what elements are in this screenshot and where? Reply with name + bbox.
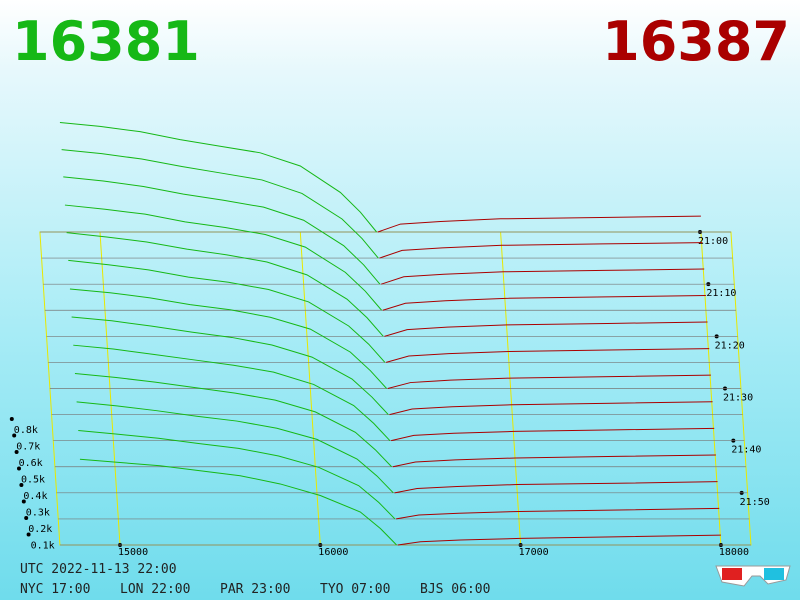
time-label: 21:10 (706, 288, 736, 299)
y-tick-dot (17, 466, 21, 471)
x-tick-label: 16000 (318, 547, 348, 558)
bid-depth-line (76, 401, 394, 494)
y-tick-dot (21, 499, 26, 504)
ask-depth-line (382, 295, 706, 311)
ask-depth-line (379, 242, 703, 259)
ask-depth-line (384, 321, 708, 337)
bid-price: 16381 (12, 10, 200, 73)
x-tick-label: 18000 (719, 547, 749, 558)
bid-depth-line (59, 121, 378, 233)
y-tick-dot (9, 417, 14, 421)
time-label: 21:30 (723, 393, 753, 404)
time-label: 21:50 (740, 497, 770, 508)
ask-depth-line (391, 427, 715, 442)
ask-price: 16387 (602, 10, 790, 73)
bid-depth-line (71, 316, 389, 415)
ask-depth-line (387, 374, 711, 389)
y-tick-label: 0.8k (14, 425, 38, 436)
ask-depth-line (377, 215, 701, 233)
bid-depth-line (63, 176, 381, 285)
y-tick-label: 0.7k (16, 442, 40, 453)
ask-depth-line (396, 507, 720, 520)
y-tick-label: 0.4k (23, 491, 47, 502)
bid-depth-line (69, 288, 387, 389)
glasses-icon (715, 565, 791, 587)
y-tick-label: 0.6k (19, 458, 43, 469)
timestamp: UTC 2022-11-13 22:00 (20, 562, 177, 577)
y-tick-dot (24, 516, 29, 520)
bid-depth-line (64, 204, 382, 311)
clock: NYC 17:00 (20, 582, 90, 597)
bid-depth-line (79, 458, 397, 546)
ask-depth-line (397, 534, 721, 546)
ask-depth-line (386, 348, 710, 363)
y-tick-label: 0.3k (26, 508, 50, 519)
time-label: 21:40 (731, 445, 761, 456)
ask-depth-line (389, 401, 713, 416)
bid-depth-line (66, 232, 384, 337)
ask-depth-line (394, 481, 718, 494)
y-tick-dot (19, 483, 24, 487)
ask-depth-line (380, 268, 705, 285)
bid-depth-line (74, 372, 392, 468)
x-tick-label: 17000 (519, 547, 549, 558)
y-tick-dot (14, 450, 19, 454)
y-tick-label: 0.5k (21, 475, 45, 486)
clock: TYO 07:00 (320, 582, 390, 597)
clock: PAR 23:00 (220, 582, 290, 597)
y-tick-label: 0.1k (31, 541, 55, 552)
y-tick-label: 0.2k (28, 524, 52, 535)
y-tick-dot (12, 433, 17, 438)
bid-depth-line (78, 429, 396, 520)
bid-depth-line (61, 149, 379, 259)
x-tick-label: 15000 (118, 547, 148, 558)
bid-depth-line (68, 259, 386, 363)
bid-depth-line (73, 344, 391, 442)
ask-depth-line (392, 454, 716, 468)
clock: BJS 06:00 (420, 582, 490, 597)
clock: LON 22:00 (120, 582, 190, 597)
time-label: 21:20 (715, 340, 745, 351)
time-label: 21:00 (698, 236, 728, 247)
y-tick-dot (26, 532, 31, 537)
